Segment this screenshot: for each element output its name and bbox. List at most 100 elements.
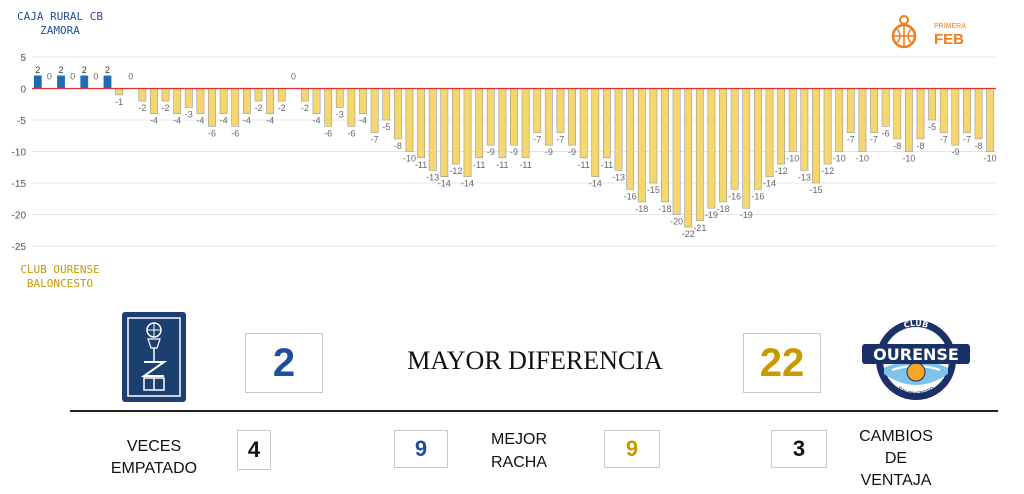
y-tick-label: 5	[20, 53, 26, 64]
bar-value-label: -12	[775, 166, 788, 176]
away-lead-bar	[637, 88, 646, 203]
away-lead-bar	[916, 88, 925, 140]
away-lead-bar	[812, 88, 820, 184]
bar-value-label: -7	[371, 135, 379, 145]
bar-value-label: -2	[301, 103, 309, 113]
bar-value-label: -11	[496, 160, 508, 170]
bar-value-label: -7	[963, 135, 971, 145]
away-lead-bar	[312, 88, 321, 115]
home-max-difference: 2	[245, 333, 323, 393]
bar-value-label: -7	[556, 135, 564, 145]
ourense-crest-icon: OURENSE CLUB BALONCESTO	[862, 319, 970, 400]
away-team-logo: OURENSE CLUB BALONCESTO	[856, 312, 976, 402]
away-lead-bar	[928, 88, 937, 121]
bar-value-label: -4	[266, 116, 274, 126]
away-lead-bar	[742, 88, 751, 209]
away-lead-bar	[649, 88, 658, 184]
bar-value-label: -12	[821, 166, 834, 176]
away-lead-bar	[684, 88, 693, 228]
bar-value-label: -15	[647, 185, 660, 195]
away-lead-bar	[324, 88, 333, 127]
times-tied-label: VECES EMPATADO	[110, 438, 198, 477]
away-lead-bar	[405, 88, 414, 152]
bar-value-label: -10	[856, 154, 869, 164]
away-lead-bar	[347, 88, 356, 127]
away-lead-bar	[417, 88, 425, 159]
away-lead-bar	[498, 88, 507, 159]
bar-value-label: -18	[635, 204, 648, 214]
bar-value-label: -2	[278, 103, 286, 113]
away-lead-bar	[963, 88, 971, 133]
bar-value-label: -8	[916, 141, 924, 151]
bar-value-label: -10	[833, 154, 846, 164]
away-lead-bar	[208, 88, 216, 127]
league-small-text: PRIMERA	[934, 23, 966, 30]
away-lead-bar	[335, 88, 344, 108]
away-lead-bar	[754, 88, 762, 190]
bar-value-label: -7	[847, 135, 855, 145]
bar-value-label: -14	[438, 179, 451, 189]
away-lead-bar	[730, 88, 739, 190]
bar-value-label: 0	[70, 72, 75, 82]
away-lead-bar	[161, 88, 170, 102]
away-lead-bar	[521, 88, 530, 159]
bar-value-label: -14	[763, 179, 776, 189]
bar-value-label: -16	[728, 191, 741, 201]
bar-value-label: -13	[426, 172, 439, 182]
bar-value-label: -6	[324, 128, 332, 138]
bar-value-label: -9	[951, 147, 959, 157]
bar-value-label: -15	[809, 185, 822, 195]
lead-changes-label: CAMBIOS DE VENTAJA	[859, 428, 933, 489]
bar-value-label: 0	[128, 72, 133, 82]
away-lead-bar	[672, 88, 681, 215]
best-streak-label: MEJOR RACHA	[490, 431, 547, 471]
bar-value-label: -9	[487, 147, 495, 157]
max-difference-label: MAYOR DIFERENCIA	[407, 346, 663, 375]
score-difference-chart: 50-5-10-15-20-252020202-10-2-4-2-4-3-4-6…	[12, 53, 997, 253]
bar-value-label: 2	[35, 65, 40, 75]
bar-value-label: -2	[162, 103, 170, 113]
bar-value-label: -9	[545, 147, 553, 157]
away-lead-bar	[510, 88, 518, 146]
away-lead-bar	[695, 88, 704, 222]
bar-value-label: 0	[47, 72, 52, 82]
away-lead-bar	[452, 88, 460, 165]
bar-value-label: -8	[975, 141, 983, 151]
bar-value-label: -16	[624, 191, 637, 201]
bar-value-label: -6	[347, 128, 355, 138]
bar-value-label: -18	[717, 204, 730, 214]
away-lead-bar	[823, 88, 832, 165]
bar-value-label: -2	[138, 103, 146, 113]
bar-value-label: -10	[984, 154, 997, 164]
home-best-streak: 9	[394, 430, 448, 468]
home-lead-bar	[103, 75, 112, 89]
bar-value-label: -4	[173, 116, 181, 126]
y-tick-label: -20	[12, 211, 27, 222]
away-best-streak: 9	[604, 430, 660, 468]
bar-value-label: -8	[893, 141, 901, 151]
away-lead-bar	[951, 88, 960, 146]
bar-value-label: -10	[902, 154, 915, 164]
away-lead-bar	[196, 88, 205, 115]
away-lead-bar	[556, 88, 565, 133]
y-tick-label: 0	[20, 85, 26, 96]
away-lead-bar	[382, 88, 391, 121]
bar-value-label: -22	[682, 229, 695, 239]
bar-value-label: -11	[473, 160, 485, 170]
bar-value-label: 2	[82, 65, 87, 75]
bar-value-label: -16	[751, 191, 764, 201]
away-lead-bar	[266, 88, 274, 115]
bar-value-label: -4	[150, 116, 158, 126]
away-lead-bar	[533, 88, 542, 133]
home-team-name: CAJA RURAL CB ZAMORA	[16, 10, 104, 37]
bar-value-label: -19	[705, 210, 718, 220]
svg-text:CLUB: CLUB	[903, 319, 930, 330]
away-lead-bar	[428, 88, 437, 171]
bar-value-label: -5	[382, 122, 390, 132]
bar-value-label: -9	[568, 147, 576, 157]
away-lead-bar	[846, 88, 855, 133]
bar-value-label: -4	[359, 116, 367, 126]
bar-value-label: 0	[291, 72, 296, 82]
bar-value-label: -19	[740, 210, 753, 220]
away-lead-bar	[231, 88, 240, 127]
